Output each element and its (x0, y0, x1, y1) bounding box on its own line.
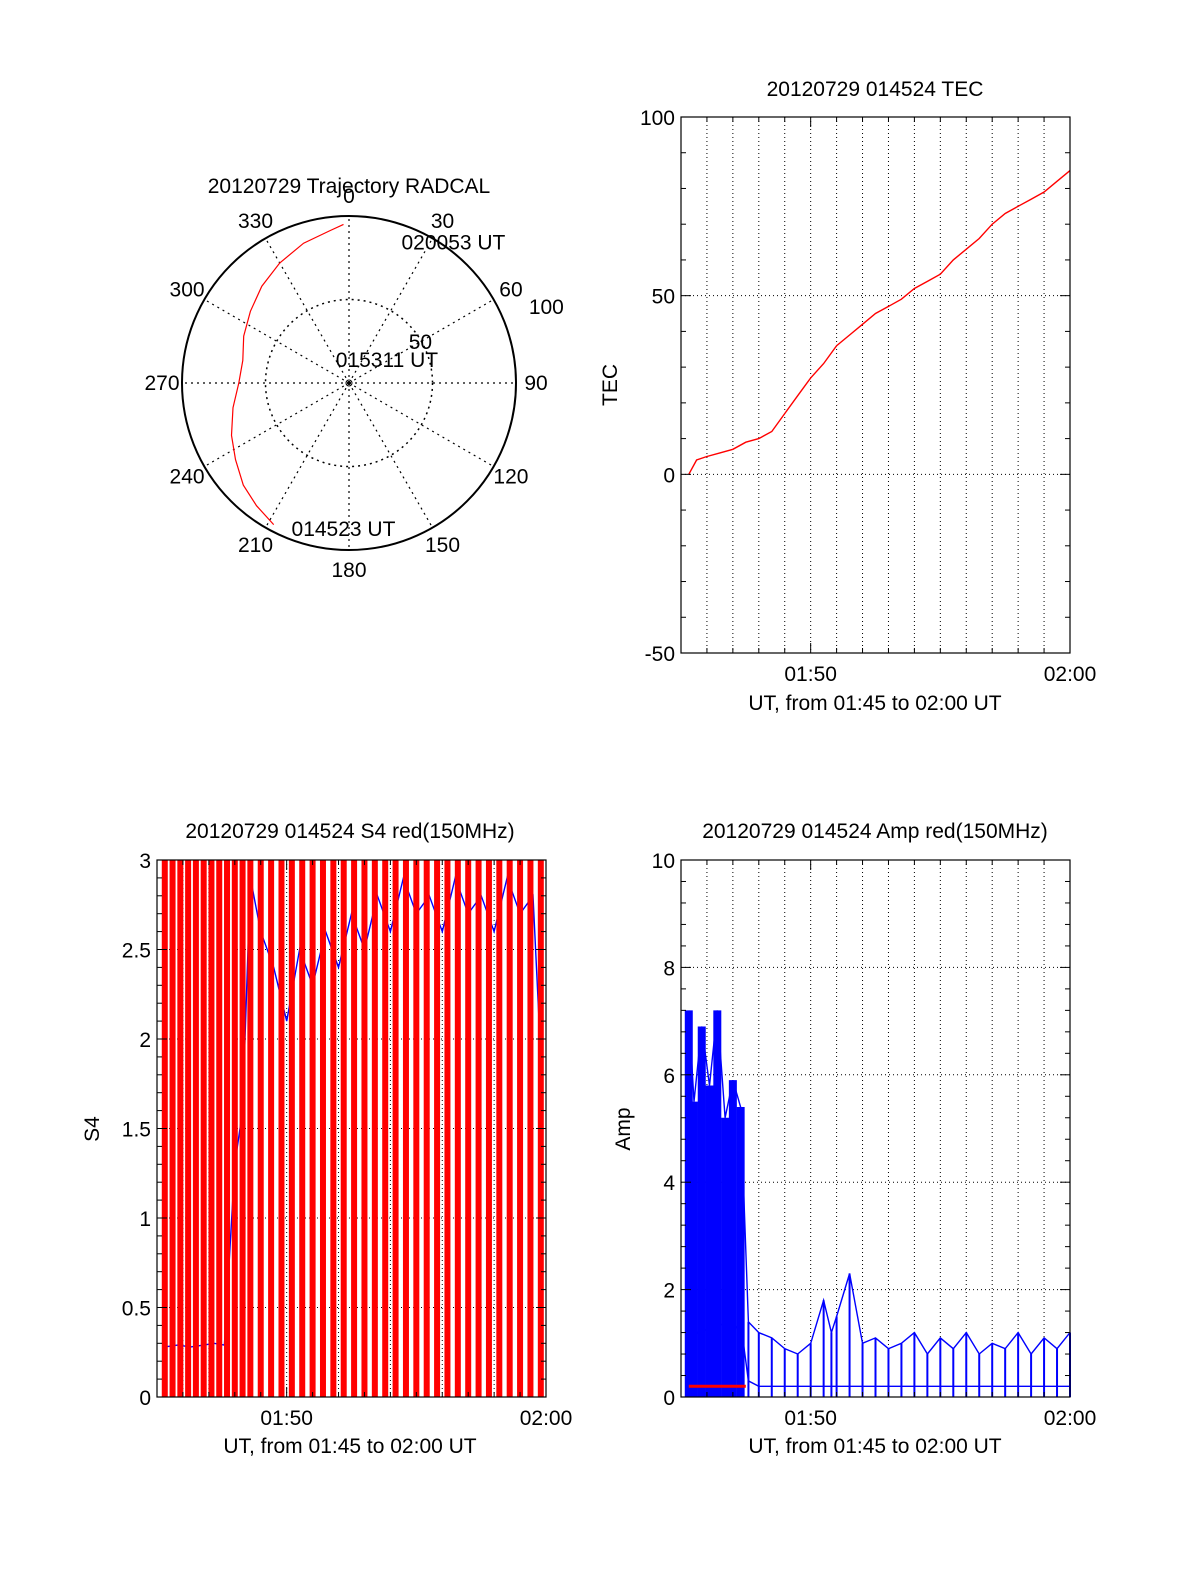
trajectory-annotation-1: 015311 UT (336, 349, 439, 372)
amp-ytick-label: 0 (663, 1387, 675, 1410)
tec-xtick-label: 02:00 (1044, 663, 1097, 686)
s4-ytick-label: 0 (139, 1387, 151, 1410)
tec-axes-frame (680, 116, 1071, 654)
s4-panel: 20120729 014524 S4 red(150MHz) UT, from … (81, 820, 572, 1458)
polar-azimuth-label-240: 240 (170, 466, 205, 489)
s4-ylabel: S4 (81, 1116, 104, 1142)
amp-axes-frame (680, 859, 1071, 1398)
polar-azimuth-label-30: 30 (431, 210, 454, 233)
amp-ytick-label: 4 (663, 1172, 675, 1195)
s4-ytick-label: 1 (139, 1208, 151, 1231)
s4-xtick-label: 01:50 (260, 1407, 313, 1430)
polar-azimuth-label-270: 270 (144, 372, 179, 395)
tec-ytick-label: 100 (640, 107, 675, 130)
trajectory-polar-panel: 20120729 Trajectory RADCAL 0 30 60 90 120 150… (144, 175, 563, 582)
tec-ytick-label: 0 (663, 464, 675, 487)
polar-azimuth-label-330: 330 (238, 210, 273, 233)
s4-title: 20120729 014524 S4 red(150MHz) (185, 820, 514, 843)
polar-azimuth-label-0: 0 (343, 185, 355, 208)
polar-azimuth-label-60: 60 (499, 279, 522, 302)
tec-ytick-label: -50 (645, 643, 675, 666)
amp-ylabel: Amp (612, 1107, 635, 1150)
s4-ytick-label: 0.5 (122, 1298, 151, 1321)
trajectory-annotation-2: 014523 UT (292, 518, 396, 541)
amp-ytick-label: 6 (663, 1065, 675, 1088)
polar-outer-circle (181, 215, 517, 551)
polar-title: 20120729 Trajectory RADCAL (208, 175, 491, 198)
s4-ytick-label: 2 (139, 1029, 151, 1052)
amp-series-0-line (688, 1010, 1071, 1356)
polar-spoke-150 (348, 382, 434, 528)
polar-spoke-240 (204, 382, 350, 468)
tec-xtick-label: 01:50 (784, 663, 837, 686)
amp-xtick-label: 01:50 (784, 1407, 837, 1430)
polar-spoke-30 (348, 238, 434, 384)
s4-ytick-label: 2.5 (122, 940, 151, 963)
polar-center-marker (345, 379, 353, 387)
polar-ring-50 (264, 298, 434, 468)
amp-ytick-label: 8 (663, 957, 675, 980)
polar-spoke-210 (264, 382, 350, 528)
tec-panel: 20120729 014524 TEC UT, from 01:45 to 02… (599, 78, 1096, 715)
tec-ylabel: TEC (599, 364, 622, 406)
polar-azimuth-label-210: 210 (238, 534, 273, 557)
tec-ytick-label: 50 (652, 286, 675, 309)
amp-ytick-label: 10 (652, 850, 675, 873)
s4-xlabel: UT, from 01:45 to 02:00 UT (223, 1435, 476, 1458)
polar-spoke-60 (348, 298, 494, 384)
polar-radial-label-50: 50 (409, 331, 432, 354)
trajectory-line (230, 223, 344, 526)
polar-azimuth-label-180: 180 (331, 559, 366, 582)
amp-ytick-label: 2 (663, 1280, 675, 1303)
polar-radial-label-100: 100 (529, 296, 564, 319)
polar-spoke-120 (348, 382, 494, 468)
s4-ytick-label: 1.5 (122, 1119, 151, 1142)
s4-ytick-label: 3 (139, 850, 151, 873)
amp-series-1-line (688, 1319, 1070, 1387)
amp-xtick-label: 02:00 (1044, 1407, 1097, 1430)
s4-xtick-label: 02:00 (520, 1407, 573, 1430)
polar-spoke-300 (204, 298, 350, 384)
tec-series-0-line (688, 170, 1071, 475)
amp-panel: 20120729 014524 Amp red(150MHz) UT, from… (612, 820, 1096, 1458)
tec-xlabel: UT, from 01:45 to 02:00 UT (748, 692, 1001, 715)
trajectory-annotation-0: 020053 UT (401, 232, 505, 255)
polar-azimuth-label-300: 300 (170, 279, 205, 302)
tec-title: 20120729 014524 TEC (767, 78, 984, 101)
amp-xlabel: UT, from 01:45 to 02:00 UT (748, 1435, 1001, 1458)
amp-title: 20120729 014524 Amp red(150MHz) (702, 820, 1048, 843)
polar-azimuth-label-90: 90 (524, 372, 547, 395)
polar-azimuth-label-150: 150 (425, 534, 460, 557)
polar-azimuth-label-120: 120 (493, 466, 528, 489)
